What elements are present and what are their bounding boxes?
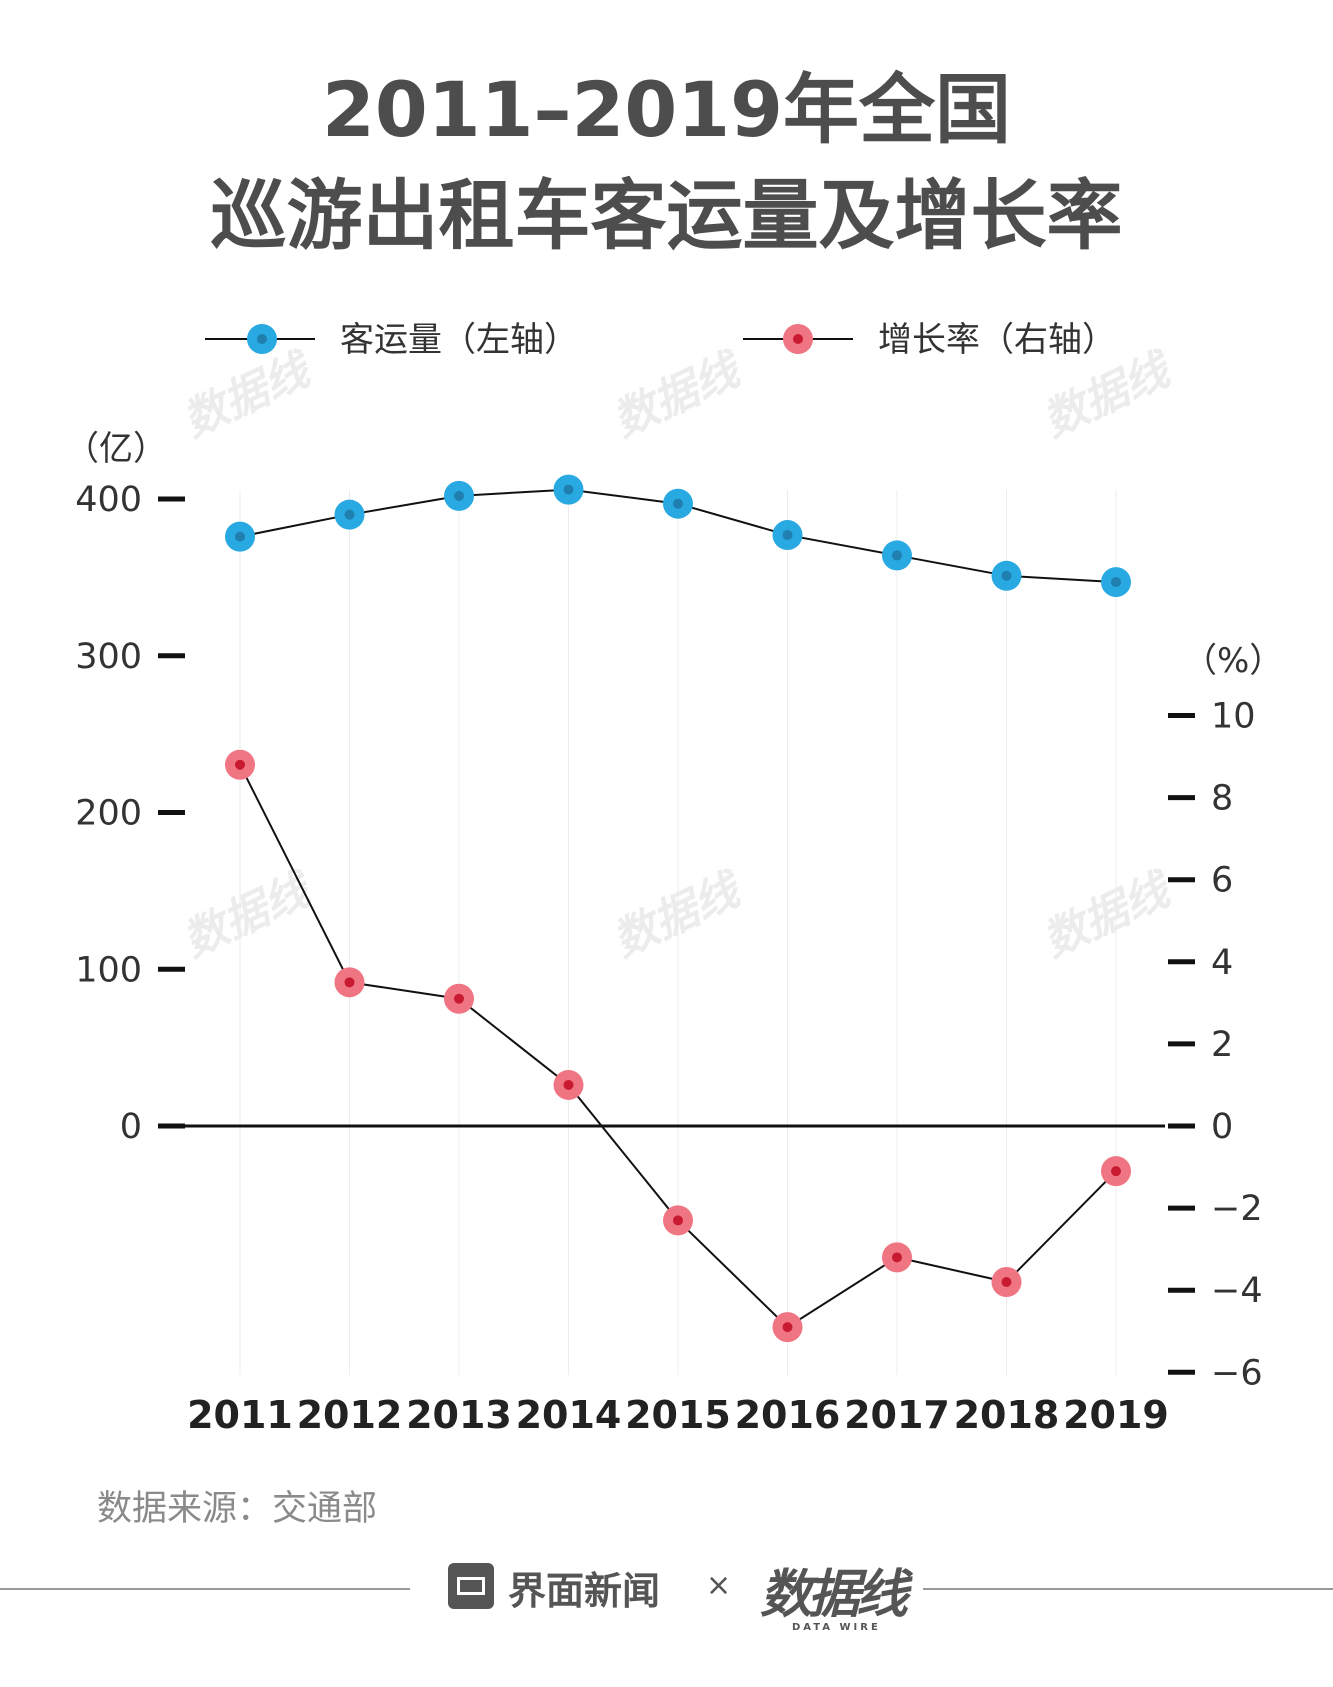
series-rate xyxy=(225,749,1131,1343)
x-axis-tick-label: 2017 xyxy=(844,1393,950,1437)
left-axis-tick-label: 0 xyxy=(120,1107,142,1147)
volume-point-center xyxy=(1111,577,1121,588)
x-axis: 2011 2012 2013 2014 2015 2016 2017 2018 2019 xyxy=(187,1393,1169,1437)
rate-point-center xyxy=(673,1215,683,1226)
volume-point-center xyxy=(454,490,464,501)
left-axis: 0 100 200 300 400 xyxy=(75,480,185,1147)
x-axis-tick-label: 2015 xyxy=(625,1393,731,1437)
datawire-logo: 数据线 xyxy=(760,1565,908,1625)
data-source: 数据来源：交通部 xyxy=(97,1489,378,1529)
x-axis-tick-label: 2012 xyxy=(297,1393,403,1437)
right-axis-tick-label: −6 xyxy=(1211,1353,1263,1393)
volume-point-center xyxy=(782,530,793,541)
left-axis-tick-label: 400 xyxy=(75,480,142,520)
datawire-logo-subtitle: DATA WIRE xyxy=(792,1622,881,1633)
x-axis-tick-label: 2019 xyxy=(1063,1393,1169,1437)
left-axis-tick-label: 100 xyxy=(75,950,142,990)
volume-point-center xyxy=(235,531,245,542)
left-axis-unit: （亿） xyxy=(65,429,167,469)
legend-rate-label: 增长率（右轴） xyxy=(878,320,1116,360)
rate-point-center xyxy=(454,993,464,1004)
legend-volume-label: 客运量（左轴） xyxy=(340,320,578,360)
x-axis-tick-label: 2014 xyxy=(516,1393,622,1437)
vertical-gridlines xyxy=(239,490,1117,1375)
volume-point-center xyxy=(892,550,902,561)
chart-title-line1: 2011–2019年全国 xyxy=(321,65,1012,154)
rate-point-center xyxy=(1111,1166,1121,1177)
footer-divider-right xyxy=(923,1588,1333,1590)
x-axis-tick-label: 2018 xyxy=(954,1393,1060,1437)
volume-point-center xyxy=(1001,570,1012,581)
left-axis-tick-label: 200 xyxy=(75,794,142,834)
rate-point-center xyxy=(782,1322,793,1333)
volume-point-center xyxy=(673,498,683,509)
right-axis-tick-label: −4 xyxy=(1211,1271,1263,1311)
footer-divider-left xyxy=(0,1588,410,1590)
rate-point-center xyxy=(892,1252,902,1263)
right-axis-tick-label: 6 xyxy=(1211,861,1233,901)
rate-point-center xyxy=(1001,1276,1012,1287)
right-axis-tick-label: 2 xyxy=(1211,1025,1233,1065)
volume-point-center xyxy=(344,509,355,520)
brand-name: 界面新闻 xyxy=(508,1569,661,1613)
right-axis-tick-label: 8 xyxy=(1211,779,1233,819)
right-axis-tick-label: 0 xyxy=(1211,1107,1233,1147)
rate-point-center xyxy=(235,759,245,770)
left-axis-tick-label: 300 xyxy=(75,637,142,677)
x-axis-tick-label: 2013 xyxy=(406,1393,512,1437)
rate-point-center xyxy=(344,977,355,988)
chart-title-line2: 巡游出租车客运量及增长率 xyxy=(210,171,1123,260)
legend-volume-marker-center xyxy=(257,334,267,344)
jiemian-logo-icon xyxy=(448,1563,494,1609)
volume-point-center xyxy=(563,484,574,495)
x-axis-tick-label: 2011 xyxy=(187,1393,293,1437)
series-volume xyxy=(225,474,1131,598)
rate-point-center xyxy=(563,1079,574,1090)
right-axis-tick-label: −2 xyxy=(1211,1189,1263,1229)
right-axis-unit: （%） xyxy=(1183,641,1283,681)
right-axis: −6 −4 −2 0 2 4 6 8 10 xyxy=(1168,697,1263,1393)
cross-symbol: × xyxy=(706,1568,732,1603)
right-axis-tick-label: 4 xyxy=(1211,943,1233,983)
legend: 客运量（左轴） 增长率（右轴） xyxy=(205,320,1116,360)
right-axis-tick-label: 10 xyxy=(1211,697,1256,737)
x-axis-tick-label: 2016 xyxy=(735,1393,841,1437)
legend-rate-marker-center xyxy=(793,334,803,344)
